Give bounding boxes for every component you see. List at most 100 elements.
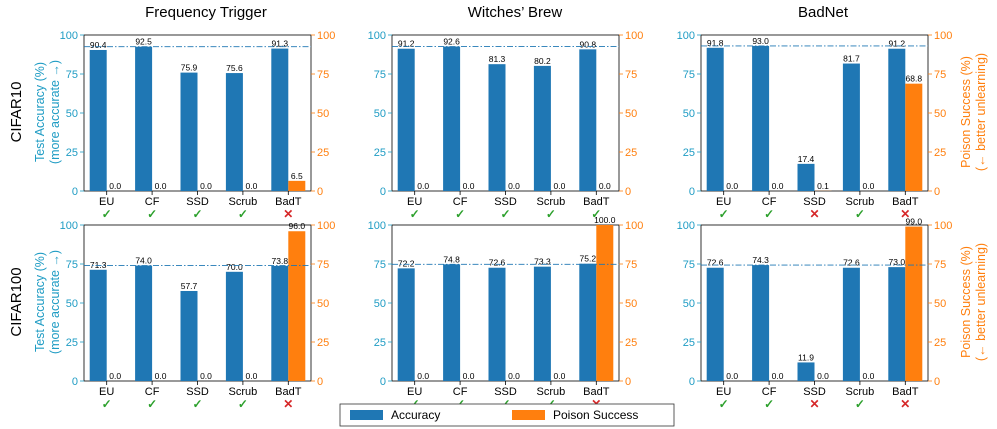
panel-3-accuracy-value-label: 73.8 — [272, 256, 289, 266]
panel-0-poison-value-label: 0.0 — [200, 181, 212, 191]
panel-4-right-tick-label: 75 — [625, 259, 637, 271]
panel-5-accuracy-bar-cf — [752, 265, 770, 381]
panel-1-left-tick-label: 75 — [374, 69, 386, 81]
panel-2-left-tick-label: 50 — [683, 108, 695, 120]
panel-2-x-tick-label: CF — [762, 196, 777, 208]
panel-0-accuracy-bar-scrub — [225, 73, 243, 191]
panel-0-right-tick-label: 50 — [317, 108, 329, 120]
panel-3-poison-bar-badt — [288, 231, 306, 381]
panel-1-left-tick-label: 100 — [368, 30, 386, 42]
panel-2-accuracy-value-label: 93.0 — [752, 36, 769, 46]
panel-4-accuracy-value-label: 72.6 — [489, 258, 506, 268]
panel-3-x-tick-label: BadT — [275, 386, 302, 398]
panel-5-right-tick-label: 50 — [934, 298, 946, 310]
panel-3-check-icon: ✓ — [147, 397, 157, 411]
panel-0-accuracy-value-label: 92.5 — [135, 37, 152, 47]
legend-label-poison-success: Poison Success — [553, 408, 638, 422]
panel-3-left-tick-label: 25 — [66, 337, 78, 349]
panel-4-accuracy-bar-scrub — [533, 266, 551, 381]
panel-0-right-tick-label: 25 — [317, 147, 329, 159]
panel-4-poison-value-label: 100.0 — [594, 215, 616, 225]
panel-3-right-tick-label: 0 — [317, 376, 323, 388]
panel-3-x-tick-label: Scrub — [229, 386, 258, 398]
panel-1-accuracy-value-label: 90.8 — [580, 39, 597, 49]
panel-4-right-tick-label: 0 — [625, 376, 631, 388]
panel-1-x-tick-label: EU — [407, 196, 422, 208]
panel-2-check-icon: ✓ — [719, 207, 729, 221]
panel-2-cross-icon: ✕ — [900, 207, 910, 221]
panel-0-accuracy-value-label: 75.9 — [181, 63, 198, 73]
left-axis-label-top-line2: (more accurate →) — [48, 60, 62, 164]
panel-4-x-tick-label: EU — [407, 386, 422, 398]
panel-4-poison-value-label: 0.0 — [553, 371, 565, 381]
right-axis-label-top-line2: (← better unlearning) — [974, 53, 988, 171]
panel-4-accuracy-value-label: 72.2 — [398, 258, 415, 268]
panel-0-check-icon: ✓ — [192, 207, 202, 221]
panel-2-poison-value-label: 0.0 — [726, 181, 738, 191]
panel-2-accuracy-bar-scrub — [842, 63, 860, 191]
panel-4-accuracy-value-label: 73.3 — [534, 257, 551, 267]
panel-2-left-tick-label: 75 — [683, 69, 695, 81]
panel-2-poison-value-label: 68.8 — [906, 74, 923, 84]
panel-5-accuracy-value-label: 72.6 — [707, 258, 724, 268]
panel-0-x-tick-label: BadT — [275, 196, 302, 208]
panel-1-right-tick-label: 0 — [625, 186, 631, 198]
panel-0-left-tick-label: 25 — [66, 147, 78, 159]
panel-2-right-tick-label: 50 — [934, 108, 946, 120]
panel-3-accuracy-bar-cf — [135, 265, 153, 381]
panel-0-accuracy-bar-cf — [135, 46, 153, 192]
panel-3-accuracy-value-label: 74.0 — [135, 256, 152, 266]
panel-0-check-icon: ✓ — [147, 207, 157, 221]
panel-3-poison-value-label: 0.0 — [109, 371, 121, 381]
panel-0-x-tick-label: Scrub — [229, 196, 258, 208]
panel-2-check-icon: ✓ — [764, 207, 774, 221]
panel-5-check-icon: ✓ — [855, 397, 865, 411]
panel-0-accuracy-bar-ssd — [180, 72, 198, 191]
panel-0-x-tick-label: EU — [99, 196, 114, 208]
panel-5-accuracy-bar-ssd — [797, 362, 815, 381]
row-label-cifar100: CIFAR100 — [8, 267, 25, 336]
panel-2-accuracy-value-label: 91.2 — [889, 39, 906, 49]
panel-0-accuracy-bar-badt — [271, 48, 289, 192]
panel-5-x-tick-label: SSD — [803, 386, 826, 398]
panel-3-x-tick-label: EU — [99, 386, 114, 398]
panel-2-poison-value-label: 0.0 — [862, 181, 874, 191]
panel-5-accuracy-value-label: 11.9 — [798, 352, 814, 362]
panel-2-x-tick-label: Scrub — [846, 196, 875, 208]
panel-0-poison-value-label: 0.0 — [245, 181, 257, 191]
panel-3-accuracy-bar-scrub — [225, 271, 243, 381]
panel-4-left-tick-label: 100 — [368, 220, 386, 232]
panel-3-x-tick-label: SSD — [186, 386, 209, 398]
panel-2-accuracy-bar-eu — [706, 47, 724, 192]
panel-2-accuracy-bar-badt — [888, 48, 906, 192]
panel-5-left-tick-label: 75 — [683, 259, 695, 271]
panel-0-right-tick-label: 0 — [317, 186, 323, 198]
panel-5-poison-value-label: 99.0 — [906, 217, 923, 227]
panel-1-accuracy-bar-eu — [397, 48, 415, 192]
panel-3-poison-value-label: 96.0 — [289, 221, 306, 231]
panel-2-accuracy-bar-cf — [752, 45, 770, 191]
panel-0-right-tick-label: 100 — [317, 30, 335, 42]
panel-2-accuracy-bar-ssd — [797, 163, 815, 191]
panel-2-poison-value-label: 0.1 — [817, 181, 829, 191]
panel-3-right-tick-label: 25 — [317, 337, 329, 349]
panel-3-poison-value-label: 0.0 — [200, 371, 212, 381]
panel-4-left-tick-label: 25 — [374, 337, 386, 349]
panel-2-left-tick-label: 0 — [689, 186, 695, 198]
panel-3-check-icon: ✓ — [238, 397, 248, 411]
panel-5-accuracy-value-label: 74.3 — [752, 255, 769, 265]
legend-swatch-accuracy — [350, 410, 383, 420]
panel-2-right-tick-label: 75 — [934, 69, 946, 81]
legend-swatch-poison-success — [512, 410, 545, 420]
panel-4-x-tick-label: CF — [453, 386, 468, 398]
panel-5-poison-value-label: 0.0 — [862, 371, 874, 381]
panel-5-accuracy-bar-scrub — [842, 267, 860, 381]
panel-5-accuracy-value-label: 73.0 — [889, 257, 906, 267]
panel-4-x-tick-label: Scrub — [537, 386, 566, 398]
panel-5-left-tick-label: 100 — [677, 220, 695, 232]
panel-1-poison-value-label: 0.0 — [463, 181, 475, 191]
panel-1-accuracy-value-label: 91.2 — [398, 39, 415, 49]
panel-2-x-tick-label: SSD — [803, 196, 826, 208]
panel-2-poison-bar-badt — [905, 83, 923, 191]
